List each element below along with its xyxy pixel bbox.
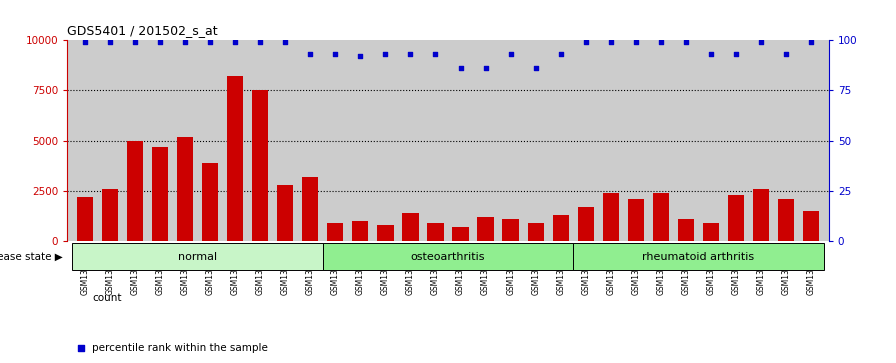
Bar (702, 223, 719, 241)
Bar (678, 219, 694, 241)
Bar (427, 223, 444, 241)
Point (228, 39, 242, 45)
Bar (177, 136, 194, 241)
Text: GDS5401 / 201502_s_at: GDS5401 / 201502_s_at (67, 24, 218, 37)
Point (453, 65, 468, 71)
Point (177, 39, 192, 45)
Point (253, 39, 267, 45)
Point (504, 51, 518, 57)
Bar (753, 189, 770, 241)
Bar (402, 213, 418, 241)
Text: disease state ▶: disease state ▶ (0, 252, 63, 262)
Point (604, 39, 618, 45)
Point (704, 51, 719, 57)
Point (303, 51, 317, 57)
Bar (452, 227, 469, 241)
Point (328, 51, 342, 57)
Point (554, 51, 568, 57)
Bar (578, 207, 594, 241)
Point (127, 39, 142, 45)
Bar (327, 223, 343, 241)
Bar (503, 219, 519, 241)
Point (629, 39, 643, 45)
Point (478, 65, 493, 71)
Point (654, 39, 668, 45)
Point (378, 51, 392, 57)
Point (152, 39, 167, 45)
Point (529, 65, 543, 71)
Text: normal: normal (178, 252, 217, 262)
Point (403, 51, 418, 57)
Point (114, 306, 128, 312)
FancyBboxPatch shape (323, 243, 573, 270)
Bar (151, 147, 168, 241)
Point (103, 39, 117, 45)
Bar (478, 217, 494, 241)
Bar (778, 199, 795, 241)
Bar (227, 76, 243, 241)
Point (428, 51, 443, 57)
Point (679, 39, 694, 45)
Bar (803, 211, 820, 241)
Point (78, 39, 92, 45)
Bar (101, 189, 118, 241)
FancyBboxPatch shape (73, 243, 323, 270)
Bar (277, 185, 293, 241)
Bar (528, 223, 544, 241)
Point (579, 39, 593, 45)
Point (278, 39, 292, 45)
Point (202, 39, 217, 45)
Bar (603, 193, 619, 241)
Bar (202, 163, 218, 241)
Point (754, 39, 769, 45)
Bar (653, 193, 669, 241)
Text: percentile rank within the sample: percentile rank within the sample (92, 343, 268, 354)
Text: osteoarthritis: osteoarthritis (410, 252, 486, 262)
Bar (126, 140, 143, 241)
FancyBboxPatch shape (573, 243, 823, 270)
Point (804, 39, 818, 45)
Bar (252, 90, 268, 241)
Bar (628, 199, 644, 241)
Bar (302, 177, 318, 241)
Point (353, 53, 367, 59)
Bar (76, 197, 93, 241)
Text: count: count (92, 293, 122, 303)
Point (779, 51, 793, 57)
Bar (728, 195, 745, 241)
Bar (352, 221, 368, 241)
Point (729, 51, 744, 57)
Bar (553, 215, 569, 241)
Text: rheumatoid arthritis: rheumatoid arthritis (642, 252, 754, 262)
Bar (377, 225, 393, 241)
